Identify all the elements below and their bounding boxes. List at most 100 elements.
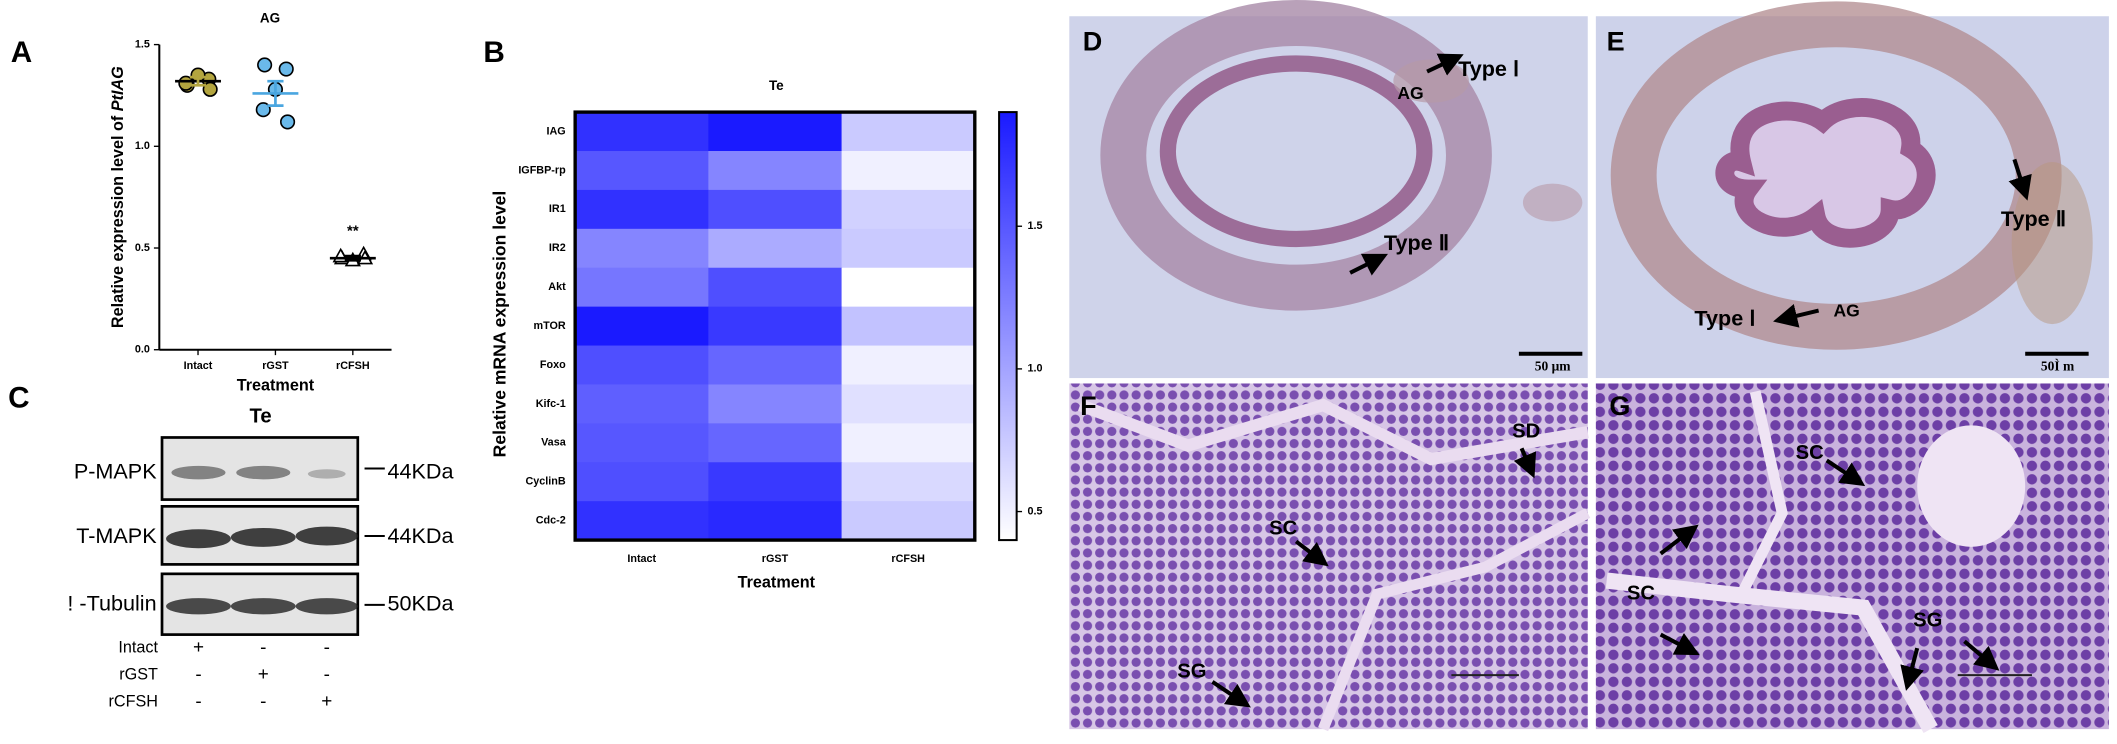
heat-cell bbox=[708, 462, 843, 502]
heat-cell bbox=[708, 267, 843, 308]
micrograph-g: G SC SC SG bbox=[1595, 383, 2109, 734]
band bbox=[236, 465, 291, 480]
heat-cell bbox=[708, 501, 843, 541]
arrow bbox=[1513, 447, 1537, 479]
heat-cell bbox=[841, 423, 976, 463]
x-axis-label: Treatment bbox=[237, 376, 315, 394]
label: SG bbox=[1177, 661, 1206, 683]
colorbar-tick-label: 0.5 bbox=[1027, 505, 1042, 517]
colorbar-tick-label: 1.0 bbox=[1027, 363, 1042, 375]
heat-cell bbox=[841, 306, 976, 347]
treatment-sign: - bbox=[324, 664, 330, 685]
heat-cell bbox=[841, 112, 976, 152]
row-label: Cdc-2 bbox=[536, 514, 566, 526]
x-tick-label: Intact bbox=[627, 553, 656, 565]
band bbox=[307, 469, 346, 479]
heat-cell bbox=[575, 151, 710, 191]
micrograph-d: D Type Ⅰ AG Type Ⅱ 50 μm bbox=[1069, 0, 1588, 379]
y-axis-label: Relative expression level of PtIAG bbox=[109, 66, 127, 328]
blot-title: Te bbox=[250, 406, 272, 428]
label: SC bbox=[1627, 582, 1656, 604]
arrow bbox=[1659, 524, 1699, 556]
tissue bbox=[1522, 183, 1583, 222]
tissue bbox=[2011, 162, 2093, 325]
heat-cell bbox=[575, 306, 710, 347]
protein-label: P-MAPK bbox=[74, 458, 157, 483]
y-axis-label-gene: PtIAG bbox=[109, 66, 127, 111]
treatment-sign: - bbox=[195, 691, 201, 712]
row-label: IR2 bbox=[549, 242, 566, 254]
micrograph-f: F SD SC SG bbox=[1069, 383, 1591, 732]
tissue bbox=[1605, 572, 1938, 734]
y-tick-label: 1.5 bbox=[135, 38, 150, 50]
point bbox=[280, 114, 296, 130]
colorbar bbox=[998, 111, 1018, 542]
arrow bbox=[1900, 647, 1924, 691]
heat-cell bbox=[575, 345, 710, 386]
size-label: 44KDa bbox=[387, 458, 454, 483]
treatment-label: rCFSH bbox=[108, 692, 157, 710]
panel-letter: F bbox=[1080, 391, 1097, 421]
treatment-sign: + bbox=[193, 637, 204, 658]
micrograph-e: E Type Ⅱ Type Ⅰ AG 50Ì m bbox=[1595, 1, 2109, 379]
band bbox=[166, 529, 231, 549]
heat-cell bbox=[841, 267, 976, 308]
blot bbox=[160, 436, 385, 636]
y-axis-label: Relative mRNA expression level bbox=[490, 191, 510, 458]
heat-cell bbox=[708, 384, 843, 425]
row-label: IR1 bbox=[549, 203, 566, 215]
chart-title: AG bbox=[260, 11, 280, 26]
heat-cell bbox=[841, 384, 976, 425]
row-label: Akt bbox=[548, 281, 566, 293]
panel-letter: C bbox=[8, 382, 29, 415]
y-tick-label: 1.0 bbox=[135, 140, 150, 152]
arrow bbox=[1294, 539, 1329, 567]
tissue bbox=[1917, 425, 2026, 547]
label: Type Ⅰ bbox=[1694, 306, 1755, 331]
protein-label: ! -Tubulin bbox=[67, 591, 156, 616]
heat-cell bbox=[575, 228, 710, 269]
heat-cell bbox=[575, 501, 710, 541]
arrow bbox=[1426, 53, 1464, 76]
treatment-sign: - bbox=[324, 637, 330, 658]
heat-cell bbox=[841, 345, 976, 386]
scale-label: 50 μm bbox=[1535, 358, 1572, 373]
heat-cell bbox=[841, 151, 976, 191]
label: Type Ⅱ bbox=[2001, 206, 2066, 231]
treatment-sign: - bbox=[195, 664, 201, 685]
heat-cell bbox=[575, 112, 710, 152]
x-tick-label: rCFSH bbox=[336, 360, 370, 372]
label: AG bbox=[1397, 83, 1423, 103]
arrow bbox=[1963, 639, 2000, 671]
heatmap-border bbox=[573, 110, 977, 542]
heat-cell bbox=[841, 189, 976, 230]
heat-cell bbox=[841, 462, 976, 502]
band bbox=[166, 598, 231, 615]
tissue bbox=[1715, 98, 1936, 248]
chart-title: Te bbox=[769, 78, 784, 93]
treatment-sign: - bbox=[260, 691, 266, 712]
arrow bbox=[1659, 632, 1700, 656]
panel-letter: E bbox=[1607, 26, 1625, 56]
heat-cell bbox=[575, 267, 710, 308]
arrow bbox=[1349, 253, 1388, 276]
band bbox=[171, 465, 226, 480]
band bbox=[295, 598, 358, 615]
arrow bbox=[2008, 158, 2032, 201]
band bbox=[295, 526, 358, 546]
panel-letter: G bbox=[1609, 391, 1630, 421]
heat-cell bbox=[708, 345, 843, 386]
panel-letter: A bbox=[11, 36, 32, 69]
row-label: mTOR bbox=[534, 320, 566, 332]
row-label: Kifc-1 bbox=[536, 398, 566, 410]
y-axis-label-text: Relative expression level of bbox=[109, 115, 127, 328]
label: Type Ⅱ bbox=[1384, 230, 1449, 255]
treatment-label: rGST bbox=[119, 665, 158, 683]
size-label: 50KDa bbox=[387, 591, 454, 616]
arrow bbox=[1211, 680, 1251, 708]
row-label: Foxo bbox=[540, 359, 566, 371]
heat-cell bbox=[708, 306, 843, 347]
arrow bbox=[1773, 304, 1820, 328]
